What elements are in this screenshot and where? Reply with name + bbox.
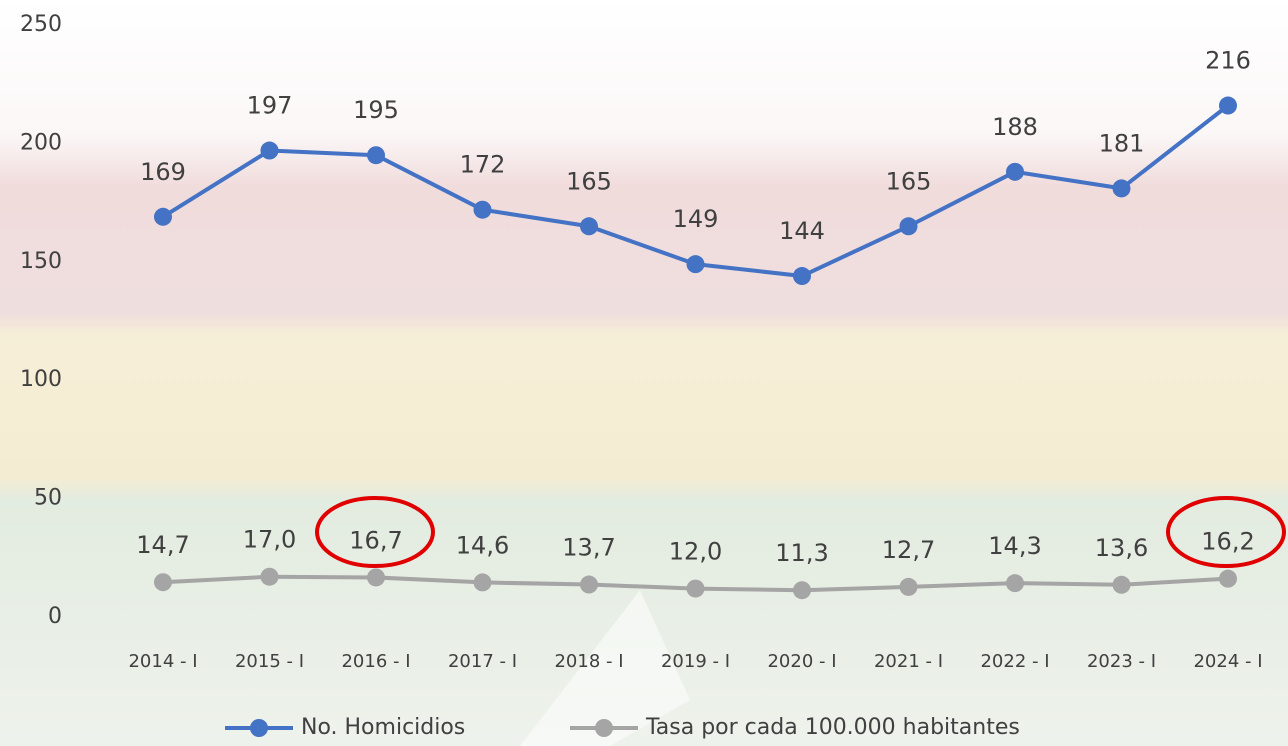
data-label: 144	[779, 217, 825, 245]
x-tick-label: 2015 - I	[235, 651, 304, 672]
y-tick-label: 200	[20, 130, 62, 155]
data-label: 13,7	[562, 534, 615, 562]
y-tick-label: 150	[20, 249, 62, 274]
data-label: 12,0	[669, 538, 722, 566]
data-point	[687, 255, 705, 273]
data-label: 17,0	[243, 526, 296, 554]
data-label: 11,3	[775, 539, 828, 567]
x-tick-label: 2024 - I	[1193, 651, 1262, 672]
data-label: 14,3	[988, 532, 1041, 560]
data-label: 188	[992, 113, 1038, 141]
data-point	[1006, 574, 1024, 592]
data-point	[900, 217, 918, 235]
data-point	[1113, 179, 1131, 197]
data-label: 14,6	[456, 531, 509, 559]
y-tick-label: 50	[34, 486, 62, 511]
x-tick-label: 2020 - I	[767, 651, 836, 672]
data-point	[1219, 570, 1237, 588]
data-point	[580, 217, 598, 235]
data-point	[1113, 576, 1131, 594]
data-label: 165	[566, 167, 612, 195]
data-label: 16,2	[1201, 528, 1254, 556]
x-tick-label: 2018 - I	[554, 651, 623, 672]
chart: 0 50 100 150 200 250 2014 - I 2015 - I 2016 - I 2…	[0, 0, 1288, 746]
legend-label: No. Homicidios	[301, 715, 465, 740]
x-tick-label: 2016 - I	[341, 651, 410, 672]
data-label: 195	[353, 96, 399, 124]
data-label: 181	[1099, 129, 1145, 157]
y-tick-label: 250	[20, 12, 62, 37]
data-point	[261, 568, 279, 586]
x-tick-label: 2014 - I	[128, 651, 197, 672]
data-point	[474, 201, 492, 219]
x-tick-label: 2022 - I	[980, 651, 1049, 672]
data-point	[793, 267, 811, 285]
data-label: 13,6	[1095, 534, 1148, 562]
legend-label: Tasa por cada 100.000 habitantes	[645, 715, 1020, 740]
data-point	[1006, 163, 1024, 181]
x-tick-label: 2023 - I	[1087, 651, 1156, 672]
y-tick-label: 0	[48, 604, 62, 629]
data-point	[367, 146, 385, 164]
data-label: 172	[460, 151, 506, 179]
x-tick-label: 2017 - I	[448, 651, 517, 672]
data-label: 12,7	[882, 536, 935, 564]
data-point	[474, 573, 492, 591]
data-point	[1219, 97, 1237, 115]
x-tick-label: 2021 - I	[874, 651, 943, 672]
y-tick-label: 100	[20, 367, 62, 392]
data-point	[687, 580, 705, 598]
data-label: 216	[1205, 47, 1251, 75]
data-label: 165	[886, 167, 932, 195]
data-label: 169	[140, 158, 186, 186]
legend-marker	[250, 719, 268, 737]
data-label: 149	[673, 205, 719, 233]
data-label: 197	[247, 92, 293, 120]
data-point	[580, 576, 598, 594]
data-point	[261, 142, 279, 160]
legend-marker	[595, 719, 613, 737]
data-point	[154, 573, 172, 591]
data-point	[900, 578, 918, 596]
data-point	[154, 208, 172, 226]
data-point	[367, 568, 385, 586]
data-point	[793, 581, 811, 599]
data-label: 14,7	[136, 531, 189, 559]
data-label: 16,7	[349, 526, 402, 554]
x-tick-label: 2019 - I	[661, 651, 730, 672]
